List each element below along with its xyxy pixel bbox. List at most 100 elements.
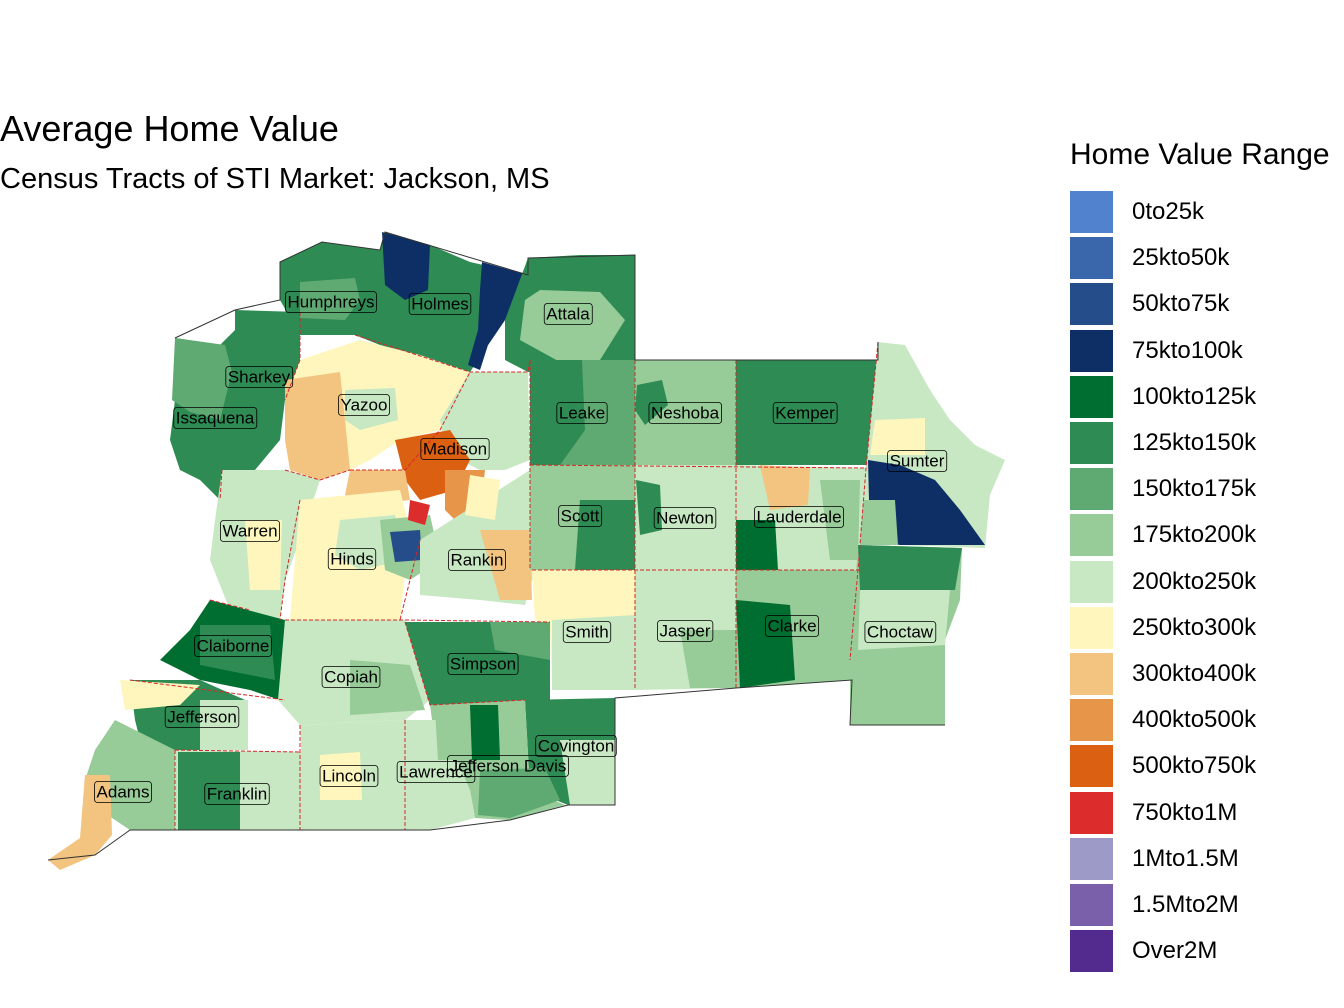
legend-swatch [1070, 930, 1113, 973]
choropleth-map: Humphreys Holmes Attala Sharkey Yazoo Issaque… [47, 231, 1005, 870]
county-label: Madison [423, 439, 487, 458]
county-boundary [350, 371, 471, 471]
legend-swatch [1070, 745, 1113, 788]
county-label-group: Clarke [765, 615, 819, 637]
tract [552, 615, 635, 690]
tract [408, 500, 430, 525]
legend-swatch [1070, 191, 1113, 234]
county-label: Copiah [324, 667, 378, 686]
tract [172, 338, 232, 420]
tract [345, 388, 398, 430]
legend-item: 250kto300k [1070, 605, 1344, 651]
legend-swatch [1070, 468, 1113, 511]
county-label-box [448, 549, 506, 571]
county-label: Simpson [450, 654, 516, 673]
tract [390, 530, 422, 562]
tract [520, 290, 625, 362]
tract [245, 520, 282, 590]
county-label: Adams [97, 782, 150, 801]
tract [200, 625, 275, 680]
legend-item: 1.5Mto2M [1070, 882, 1344, 928]
tract [120, 680, 200, 710]
outline-south [47, 679, 945, 861]
county-label-group: Jasper [657, 620, 714, 642]
county-boundary [529, 464, 867, 469]
legend-swatch [1070, 375, 1113, 418]
county-boundary [285, 619, 551, 623]
county-label: Clarke [767, 616, 816, 635]
tract [860, 500, 898, 545]
tract [736, 600, 795, 688]
tract [680, 630, 736, 688]
legend-label: 750kto1M [1132, 798, 1238, 826]
map-title: Average Home Value [0, 108, 339, 149]
county-boundary [279, 499, 301, 621]
legend-items: 0to25k 25kto50k 50kto75k 75kto100k 100kto125… [1070, 189, 1344, 974]
legend-item: 50kto75k [1070, 281, 1344, 327]
tract [490, 622, 550, 660]
county-label-group: Neshoba [648, 402, 722, 424]
legend-swatch [1070, 883, 1113, 926]
county-label: Neshoba [651, 403, 720, 422]
county-label-group: Lincoln [319, 765, 379, 787]
tract [530, 360, 585, 465]
county-label-box [204, 783, 270, 805]
county-label-box [408, 293, 472, 315]
legend-swatch [1070, 652, 1113, 695]
county-label-box [94, 781, 152, 803]
county-label-group: Kemper [772, 402, 838, 424]
county-label-group: Newton [653, 507, 717, 529]
county-label-group: Lawrence [396, 761, 476, 783]
tract [480, 530, 532, 600]
county-label-group: Holmes [408, 293, 472, 315]
legend-label: 0to25k [1132, 198, 1205, 226]
county-label-box [173, 407, 258, 429]
county-label-box [285, 291, 377, 313]
legend-item: 150kto175k [1070, 466, 1344, 512]
county-label: Choctaw [867, 622, 934, 641]
legend-label: 200kto250k [1132, 567, 1257, 595]
county-label-group: Sumter [887, 450, 948, 472]
legend-swatch [1070, 237, 1113, 280]
county-label-group: Madison [420, 438, 490, 460]
legend-item: 1Mto1.5M [1070, 836, 1344, 882]
tract [440, 372, 530, 470]
legend-swatch [1070, 422, 1113, 465]
county-label-group: Rankin [448, 549, 506, 571]
county-label-group: Franklin [204, 783, 270, 805]
legend-label: 500kto750k [1132, 752, 1257, 780]
legend-item: 125kto150k [1070, 420, 1344, 466]
tract [736, 360, 878, 465]
county-label-group: Copiah [321, 666, 381, 688]
county-label-group: Covington [535, 735, 617, 757]
county-label-box [535, 735, 617, 757]
legend-item: 0to25k [1070, 189, 1344, 235]
county-label: Claiborne [197, 636, 270, 655]
county-label-group: Issaquena [173, 407, 258, 429]
legend-label: 150kto175k [1132, 475, 1257, 503]
county-label: Lincoln [322, 766, 376, 785]
tract [736, 520, 778, 570]
county-label: Covington [538, 736, 615, 755]
county-label-group: Sharkey [225, 366, 294, 388]
tract [870, 418, 925, 455]
legend-item: 100kto125k [1070, 374, 1344, 420]
tract [48, 775, 112, 870]
legend: Home Value Range 0to25k 25kto50k 50kto75k 7… [1070, 138, 1344, 974]
tract [435, 710, 470, 760]
legend-item: 25kto50k [1070, 235, 1344, 281]
county-boundary [399, 539, 421, 621]
county-label-box [164, 706, 240, 728]
county-label-box [754, 506, 844, 528]
county-label: Jefferson Davis [450, 756, 567, 775]
county-label: Holmes [411, 294, 469, 313]
county-label-box [648, 402, 722, 424]
county-boundary [174, 749, 301, 753]
county-boundaries [129, 312, 879, 830]
county-label: Franklin [207, 784, 267, 803]
tract [858, 590, 950, 650]
county-label: Jefferson [167, 707, 237, 726]
legend-label: 100kto125k [1132, 382, 1257, 410]
county-label-group: Choctaw [864, 621, 937, 643]
county-label: Warren [222, 521, 277, 540]
